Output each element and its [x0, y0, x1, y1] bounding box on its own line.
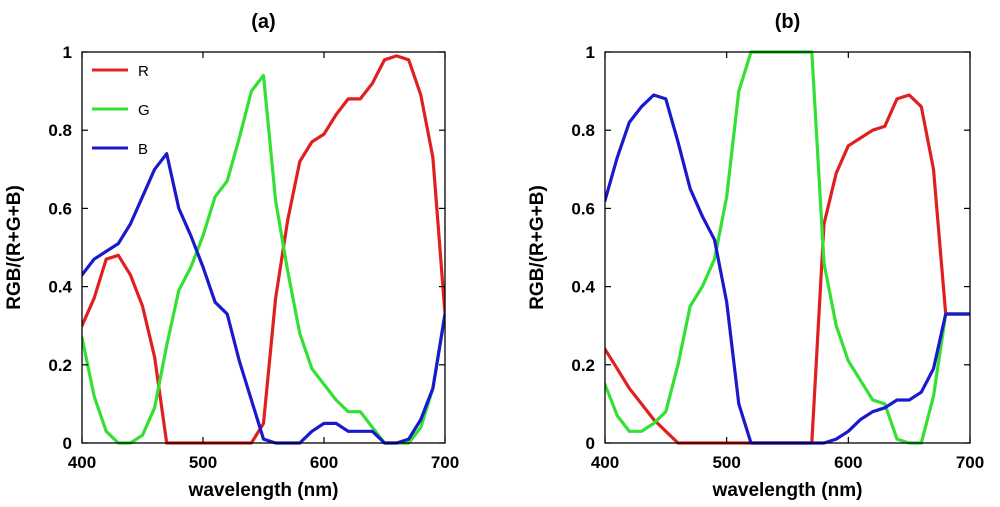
y-tick-label: 1: [586, 43, 595, 62]
y-axis-label: RGB/(R+G+B): [4, 185, 25, 310]
x-axis-label: wavelength (nm): [712, 480, 863, 501]
series-line-g: [82, 73, 445, 445]
legend-label-b: B: [138, 141, 148, 158]
y-tick-label: 0.6: [571, 199, 595, 218]
y-tick-label: 0.2: [571, 356, 595, 375]
x-tick-label: 400: [591, 453, 619, 472]
legend-label-r: R: [138, 63, 149, 80]
chart-panel-1: 400 500 600 700 0 0.2 0.4 0.6 0.8 1 (a) wavelength …: [4, 11, 459, 501]
legend-label-g: G: [138, 102, 150, 119]
y-tick-label: 0.8: [571, 121, 595, 140]
x-axis-label: wavelength (nm): [188, 480, 339, 501]
y-tick-label: 0.4: [48, 278, 72, 297]
chart-title: (a): [251, 11, 275, 33]
y-tick-label: 0: [586, 434, 595, 453]
x-tick-label: 600: [310, 453, 338, 472]
y-tick-label: 0.4: [571, 278, 595, 297]
x-tick-label: 400: [68, 453, 96, 472]
y-tick-label: 0.6: [48, 199, 72, 218]
chart-panel-2: 400 500 600 700 0 0.2 0.4 0.6 0.8 1 (b) wavelength …: [527, 11, 984, 501]
series-line-b: [82, 152, 445, 445]
axes-frame: [81, 51, 446, 444]
series-line-b: [605, 93, 970, 445]
x-tick-label: 700: [431, 453, 459, 472]
series-line-r: [82, 54, 445, 445]
series-line-r: [605, 93, 970, 445]
axes-frame: [604, 51, 971, 444]
y-tick-label: 0.8: [48, 121, 72, 140]
chart-title: (b): [775, 11, 801, 33]
x-tick-label: 500: [712, 453, 740, 472]
y-tick-label: 0.2: [48, 356, 72, 375]
x-tick-label: 500: [189, 453, 217, 472]
y-tick-label: 1: [63, 43, 72, 62]
y-axis-label: RGB/(R+G+B): [527, 185, 548, 310]
y-tick-label: 0: [63, 434, 72, 453]
series-line-g: [605, 50, 970, 445]
x-tick-label: 700: [956, 453, 984, 472]
x-tick-label: 600: [834, 453, 862, 472]
